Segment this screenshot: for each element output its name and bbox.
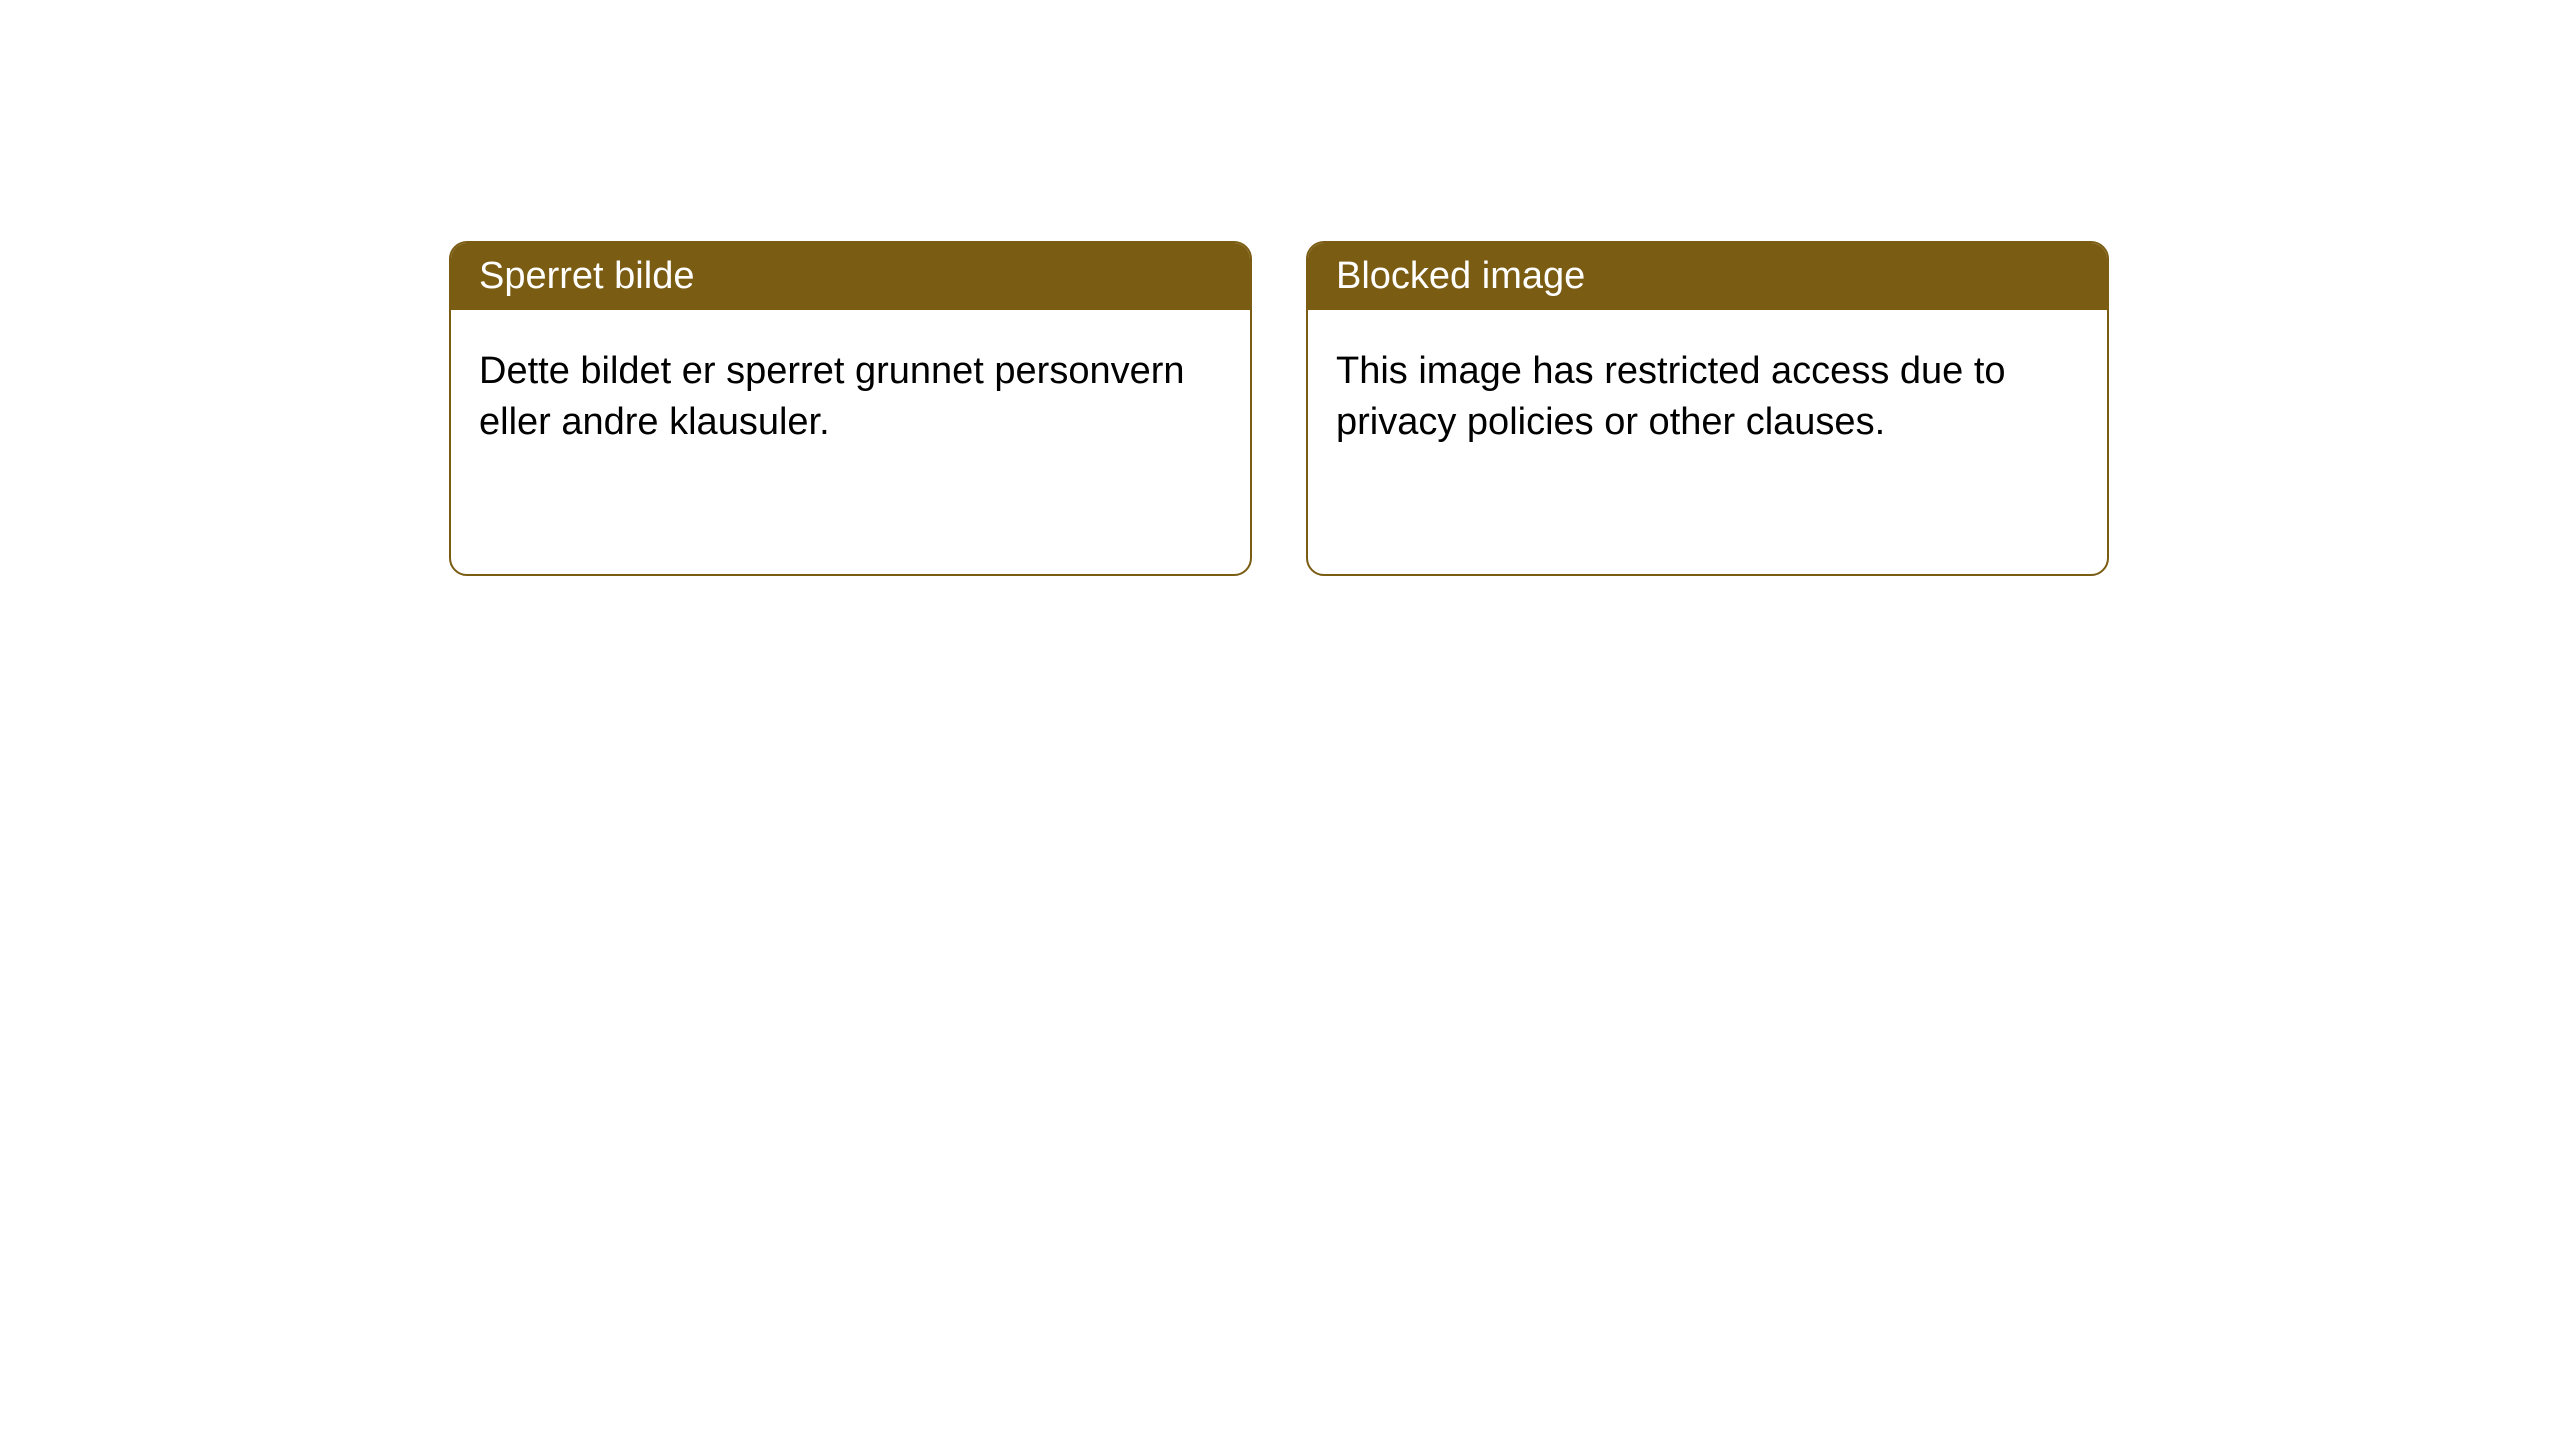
card-title: Blocked image (1336, 255, 1585, 297)
card-body: This image has restricted access due to … (1308, 310, 2107, 485)
card-body: Dette bildet er sperret grunnet personve… (451, 310, 1250, 485)
card-body-text: This image has restricted access due to … (1336, 350, 2006, 443)
card-header: Sperret bilde (451, 243, 1250, 310)
notice-card-english: Blocked image This image has restricted … (1306, 241, 2109, 576)
notice-container: Sperret bilde Dette bildet er sperret gr… (0, 0, 2560, 576)
notice-card-norwegian: Sperret bilde Dette bildet er sperret gr… (449, 241, 1252, 576)
card-title: Sperret bilde (479, 255, 694, 297)
card-header: Blocked image (1308, 243, 2107, 310)
card-body-text: Dette bildet er sperret grunnet personve… (479, 350, 1185, 443)
